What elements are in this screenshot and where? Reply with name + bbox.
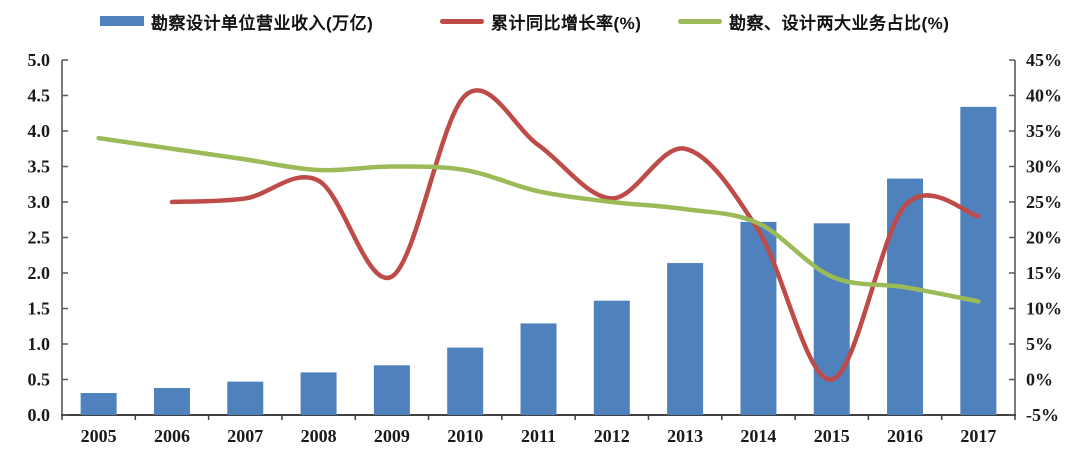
left-axis-tick-label: 2.5 — [28, 228, 51, 248]
x-axis-category-label: 2017 — [960, 426, 996, 446]
left-axis-tick-label: 1.0 — [28, 334, 51, 354]
x-axis-category-label: 2005 — [81, 426, 117, 446]
right-axis-tick-label: 30% — [1026, 157, 1062, 177]
share-line-path — [96, 135, 981, 304]
x-axis-category-label: 2006 — [154, 426, 190, 446]
legend-item-growth: 累计同比增长率(%) — [440, 8, 641, 34]
x-axis-category-label: 2007 — [227, 426, 263, 446]
growth-series-swatch — [440, 18, 484, 24]
right-axis-tick-label: -5% — [1026, 405, 1059, 425]
legend-label-revenue: 勘察设计单位营业收入(万亿) — [151, 13, 374, 33]
x-axis-category-label: 2012 — [594, 426, 630, 446]
right-axis-tick-label: 0% — [1026, 370, 1053, 390]
bar-2011 — [520, 323, 557, 415]
right-axis-tick-label: 15% — [1026, 263, 1062, 283]
bar-2006 — [153, 388, 190, 415]
left-axis-tick-label: 3.0 — [28, 192, 51, 212]
bar-2009 — [373, 365, 410, 415]
right-axis-tick-label: 20% — [1026, 228, 1062, 248]
right-axis-tick-label: 25% — [1026, 192, 1062, 212]
right-axis-tick-label: 10% — [1026, 299, 1062, 319]
left-axis-tick-label: 2.0 — [28, 263, 51, 283]
right-axis-tick-label: 5% — [1026, 334, 1053, 354]
legend-label-share: 勘察、设计两大业务占比(%) — [729, 13, 950, 33]
x-axis-category-label: 2008 — [301, 426, 337, 446]
x-axis-category-label: 2011 — [521, 426, 556, 446]
legend-label-growth: 累计同比增长率(%) — [491, 13, 642, 33]
left-axis-tick-label: 3.5 — [28, 157, 51, 177]
x-axis-category-label: 2015 — [814, 426, 850, 446]
x-axis-category-label: 2016 — [887, 426, 923, 446]
share-series-swatch — [678, 18, 722, 24]
right-axis-tick-label: 40% — [1026, 86, 1062, 106]
right-axis-tick-label: 35% — [1026, 121, 1062, 141]
bar-2012 — [593, 300, 630, 415]
growth-line-path — [169, 88, 981, 382]
left-axis-tick-label: 4.0 — [28, 121, 51, 141]
left-axis-tick-label: 1.5 — [28, 299, 51, 319]
bar-2008 — [300, 372, 337, 415]
left-axis-tick-label: 0.5 — [28, 370, 51, 390]
x-axis-category-label: 2013 — [667, 426, 703, 446]
x-axis-category-label: 2014 — [740, 426, 776, 446]
legend-item-revenue: 勘察设计单位营业收入(万亿) — [100, 8, 373, 34]
bar-2013 — [667, 263, 704, 415]
bar-2010 — [447, 347, 484, 415]
legend-item-share: 勘察、设计两大业务占比(%) — [678, 8, 949, 34]
left-axis-tick-label: 4.5 — [28, 86, 51, 106]
bar-2016 — [887, 178, 924, 415]
bar-2015 — [813, 223, 850, 415]
left-axis-tick-label: 0.0 — [28, 405, 51, 425]
legend: 勘察设计单位营业收入(万亿) 累计同比增长率(%) 勘察、设计两大业务占比(%) — [0, 8, 1080, 34]
bar-series-swatch — [100, 16, 144, 26]
left-axis-tick-label: 5.0 — [28, 50, 51, 70]
bar-2005 — [80, 392, 117, 415]
x-axis-category-label: 2010 — [447, 426, 483, 446]
bar-2007 — [227, 381, 264, 415]
bar-2017 — [960, 106, 997, 416]
right-axis-tick-label: 45% — [1026, 50, 1062, 70]
x-axis-category-label: 2009 — [374, 426, 410, 446]
